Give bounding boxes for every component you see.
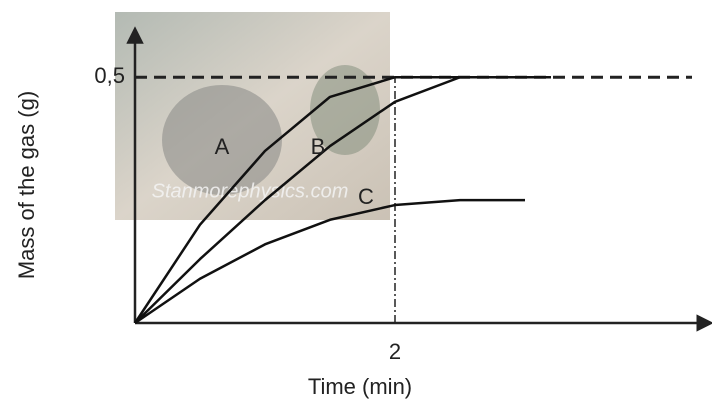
x-tick-label: 2 [389, 339, 401, 364]
y-axis-title: Mass of the gas (g) [14, 91, 39, 279]
y-tick-label: 0,5 [94, 63, 125, 88]
curve-label: C [358, 184, 374, 209]
chart: Stanmorephysics.com Time (min) Mass of t… [0, 0, 712, 405]
x-axis-title: Time (min) [308, 374, 412, 399]
curve-label: A [215, 134, 230, 159]
page: Stanmorephysics.com Time (min) Mass of t… [0, 0, 712, 405]
curve-label: B [311, 134, 326, 159]
watermark: Stanmorephysics.com [152, 180, 349, 202]
